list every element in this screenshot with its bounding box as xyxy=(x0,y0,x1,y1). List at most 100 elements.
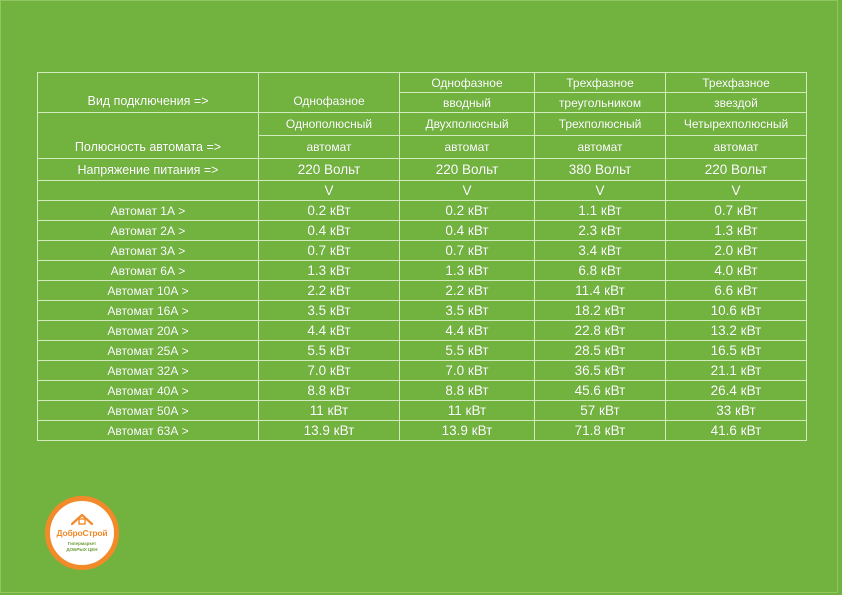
voltage-col-4: 220 Вольт xyxy=(665,158,807,181)
table-row: Автомат 1А >0.2 кВт 0.2 кВт 1.1 кВт 0.7 кВт xyxy=(37,200,807,221)
table-row: Автомат 20А >4.4 кВт 4.4 кВт 22.8 кВт 13.2 … xyxy=(37,320,807,341)
breaker-rating-label: Автомат 25А > xyxy=(37,340,259,361)
power-value-col-1: 0.4 кВт xyxy=(258,220,400,241)
breaker-power-table-container: Вид подключения => Однофазное Однофазное… xyxy=(37,72,807,441)
connection-type-col-4: Трехфазное xyxy=(665,72,807,93)
power-value-col-1: 13.9 кВт xyxy=(258,420,400,441)
power-value-col-1: 3.5 кВт xyxy=(258,300,400,321)
table-row: Автомат 10А >2.2 кВт 2.2 кВт 11.4 кВт 6.6 к… xyxy=(37,280,807,301)
arrow-col-3: V xyxy=(534,180,666,201)
power-value-col-4: 16.5 кВт xyxy=(665,340,807,361)
poles-col-4: Четырехполюсный xyxy=(665,112,807,136)
power-value-col-4: 41.6 кВт xyxy=(665,420,807,441)
poles-col-3: Трехполюсный xyxy=(534,112,666,136)
breaker-rating-label: Автомат 1А > xyxy=(37,200,259,221)
power-value-col-3: 6.8 кВт xyxy=(534,260,666,281)
power-value-col-3: 45.6 кВт xyxy=(534,380,666,401)
power-value-col-2: 11 кВт xyxy=(399,400,535,421)
header-row-connection-bottom: вводный треугольником звездой xyxy=(38,92,807,113)
breaker-rating-label: Автомат 40А > xyxy=(37,380,259,401)
power-value-col-4: 13.2 кВт xyxy=(665,320,807,341)
arrow-col-4: V xyxy=(665,180,807,201)
voltage-col-3: 380 Вольт xyxy=(534,158,666,181)
table-row: Автомат 16А >3.5 кВт 3.5 кВт 18.2 кВт 10.6 … xyxy=(37,300,807,321)
power-value-col-4: 33 кВт xyxy=(665,400,807,421)
logo-tagline-1: Гипермаркет xyxy=(67,541,97,546)
power-value-col-2: 1.3 кВт xyxy=(399,260,535,281)
breaker-power-table: Вид подключения => Однофазное Однофазное… xyxy=(37,72,807,441)
poles-col-2-sub: автомат xyxy=(399,135,535,159)
arrow-col-2: V xyxy=(399,180,535,201)
connection-type-col-2-sub: вводный xyxy=(399,92,535,113)
power-value-col-3: 36.5 кВт xyxy=(534,360,666,381)
connection-type-col-1: Однофазное xyxy=(258,72,400,113)
poles-col-4-sub: автомат xyxy=(665,135,807,159)
header-row-connection-top: Вид подключения => Однофазное Однофазное… xyxy=(37,72,807,113)
table-row: Автомат 2А >0.4 кВт 0.4 кВт 2.3 кВт 1.3 кВт xyxy=(37,220,807,241)
table-body: Вид подключения => Однофазное Однофазное… xyxy=(37,72,807,441)
logo-name: ДоброСтрой xyxy=(56,528,108,538)
power-value-col-2: 2.2 кВт xyxy=(399,280,535,301)
power-value-col-1: 2.2 кВт xyxy=(258,280,400,301)
breaker-rating-label: Автомат 3А > xyxy=(37,240,259,261)
power-value-col-1: 1.3 кВт xyxy=(258,260,400,281)
connection-type-col-3: Трехфазное xyxy=(534,72,666,93)
table-row: Автомат 50А >11 кВт 11 кВт 57 кВт 33 кВт xyxy=(37,400,807,421)
power-value-col-2: 3.5 кВт xyxy=(399,300,535,321)
poles-col-3-sub: автомат xyxy=(534,135,666,159)
power-value-col-1: 7.0 кВт xyxy=(258,360,400,381)
power-value-col-3: 57 кВт xyxy=(534,400,666,421)
breaker-rating-label: Автомат 16А > xyxy=(37,300,259,321)
power-value-col-4: 26.4 кВт xyxy=(665,380,807,401)
connection-type-label: Вид подключения => xyxy=(37,72,259,113)
power-value-col-1: 0.7 кВт xyxy=(258,240,400,261)
power-value-col-2: 7.0 кВт xyxy=(399,360,535,381)
voltage-col-1: 220 Вольт xyxy=(258,158,400,181)
power-value-col-1: 11 кВт xyxy=(258,400,400,421)
power-value-col-4: 4.0 кВт xyxy=(665,260,807,281)
power-value-col-2: 0.2 кВт xyxy=(399,200,535,221)
poles-col-1: Однополюсный xyxy=(258,112,400,136)
poles-label: Полюсность автомата => xyxy=(37,112,259,159)
power-value-col-3: 11.4 кВт xyxy=(534,280,666,301)
connection-type-col-3-sub: треугольником xyxy=(534,92,666,113)
table-row: Автомат 32А >7.0 кВт 7.0 кВт 36.5 кВт 21.1 … xyxy=(37,360,807,381)
header-row-arrows: V V V V xyxy=(37,180,807,201)
header-row-poles-top: Полюсность автомата => Однополюсный Двух… xyxy=(37,112,807,159)
breaker-rating-label: Автомат 50А > xyxy=(37,400,259,421)
header-row-voltage: Напряжение питания => 220 Вольт 220 Воль… xyxy=(37,158,807,181)
dobrostroy-logo: ДоброСтрой Гипермаркет ДОБРЫХ ЦЕН xyxy=(45,496,119,570)
power-value-col-2: 5.5 кВт xyxy=(399,340,535,361)
breaker-rating-label: Автомат 63А > xyxy=(37,420,259,441)
power-value-col-4: 0.7 кВт xyxy=(665,200,807,221)
voltage-col-2: 220 Вольт xyxy=(399,158,535,181)
poles-col-2: Двухполюсный xyxy=(399,112,535,136)
power-value-col-1: 5.5 кВт xyxy=(258,340,400,361)
table-row: Автомат 6А >1.3 кВт 1.3 кВт 6.8 кВт 4.0 кВт xyxy=(37,260,807,281)
power-value-col-3: 28.5 кВт xyxy=(534,340,666,361)
connection-type-col-4-sub: звездой xyxy=(665,92,807,113)
power-value-col-3: 18.2 кВт xyxy=(534,300,666,321)
power-value-col-3: 3.4 кВт xyxy=(534,240,666,261)
table-row: Автомат 25А >5.5 кВт 5.5 кВт 28.5 кВт 16.5 … xyxy=(37,340,807,361)
connection-type-col-2: Однофазное xyxy=(399,72,535,93)
power-value-col-2: 0.7 кВт xyxy=(399,240,535,261)
breaker-rating-label: Автомат 2А > xyxy=(37,220,259,241)
logo-tagline-2: ДОБРЫХ ЦЕН xyxy=(66,547,98,552)
power-value-col-2: 13.9 кВт xyxy=(399,420,535,441)
power-value-col-4: 6.6 кВт xyxy=(665,280,807,301)
power-value-col-2: 8.8 кВт xyxy=(399,380,535,401)
power-value-col-4: 10.6 кВт xyxy=(665,300,807,321)
power-value-col-3: 22.8 кВт xyxy=(534,320,666,341)
breaker-rating-label: Автомат 10А > xyxy=(37,280,259,301)
power-value-col-1: 4.4 кВт xyxy=(258,320,400,341)
table-row: Автомат 40А >8.8 кВт 8.8 кВт 45.6 кВт 26.4 … xyxy=(37,380,807,401)
power-value-col-4: 2.0 кВт xyxy=(665,240,807,261)
breaker-rating-label: Автомат 20А > xyxy=(37,320,259,341)
power-value-col-2: 0.4 кВт xyxy=(399,220,535,241)
power-value-col-2: 4.4 кВт xyxy=(399,320,535,341)
header-row-poles-bottom: автомат автомат автомат автомат xyxy=(38,135,807,159)
poles-col-1-sub: автомат xyxy=(258,135,400,159)
power-value-col-4: 1.3 кВт xyxy=(665,220,807,241)
table-row: Автомат 63А >13.9 кВт 13.9 кВт 71.8 кВт 41.… xyxy=(37,420,807,441)
